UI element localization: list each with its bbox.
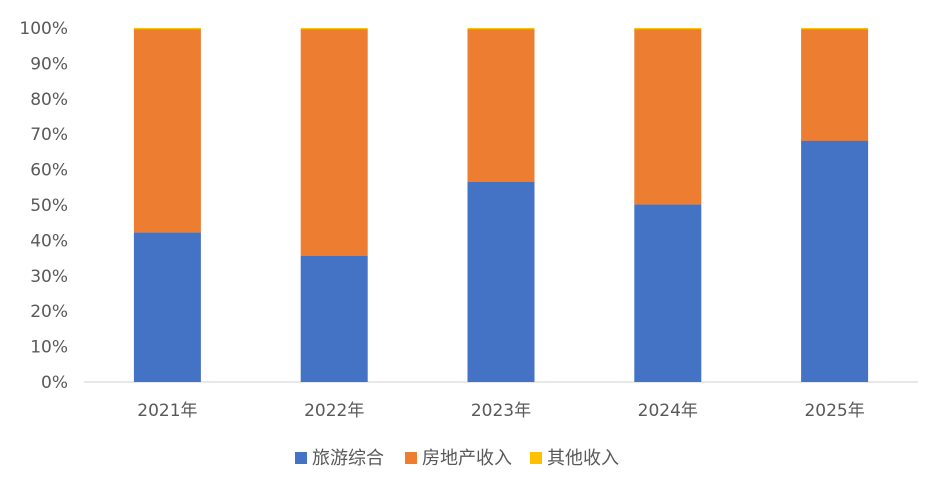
legend-swatch bbox=[405, 452, 417, 464]
y-tick-label: 20% bbox=[30, 302, 68, 322]
bar-segment bbox=[300, 256, 368, 382]
y-tick-label: 30% bbox=[30, 267, 68, 287]
bar-segment bbox=[467, 28, 535, 30]
legend-label: 房地产收入 bbox=[422, 448, 512, 469]
bar-segment bbox=[133, 232, 201, 382]
y-tick-label: 70% bbox=[30, 125, 68, 145]
bar-segment bbox=[801, 29, 869, 141]
legend-label: 旅游综合 bbox=[312, 448, 384, 469]
bar-segment bbox=[634, 28, 702, 30]
bar-segment bbox=[634, 29, 702, 205]
x-tick-label: 2024年 bbox=[638, 401, 698, 421]
bars bbox=[133, 28, 869, 382]
bar-segment bbox=[634, 204, 702, 382]
legend: 旅游综合 房地产收入 其他收入 bbox=[295, 448, 619, 469]
y-tick-label: 50% bbox=[30, 196, 68, 216]
y-tick-label: 80% bbox=[30, 90, 68, 110]
legend-swatch bbox=[530, 452, 542, 464]
bar-segment bbox=[801, 140, 869, 382]
x-tick-label: 2025年 bbox=[804, 401, 864, 421]
legend-swatch bbox=[295, 452, 307, 464]
x-tick-label: 2023年 bbox=[471, 401, 531, 421]
x-axis-ticks: 2021年 2022年 2023年 2024年 2025年 bbox=[137, 401, 864, 421]
y-tick-label: 60% bbox=[30, 161, 68, 181]
y-axis-ticks: 0% 10% 20% 30% 40% 50% 60% 70% 80% 90% 100% bbox=[19, 19, 68, 393]
legend-label: 其他收入 bbox=[547, 448, 619, 469]
bar-segment bbox=[467, 182, 535, 382]
x-tick-label: 2022年 bbox=[304, 401, 364, 421]
y-tick-label: 100% bbox=[19, 19, 68, 39]
bar-segment bbox=[801, 28, 869, 30]
x-tick-label: 2021年 bbox=[137, 401, 197, 421]
bar-segment bbox=[133, 29, 201, 233]
y-tick-label: 40% bbox=[30, 231, 68, 251]
y-tick-label: 10% bbox=[30, 338, 68, 358]
bar-segment bbox=[300, 29, 368, 256]
y-tick-label: 0% bbox=[41, 373, 68, 393]
y-tick-label: 90% bbox=[30, 54, 68, 74]
bar-segment bbox=[133, 28, 201, 30]
bar-segment bbox=[300, 28, 368, 30]
bar-segment bbox=[467, 29, 535, 182]
